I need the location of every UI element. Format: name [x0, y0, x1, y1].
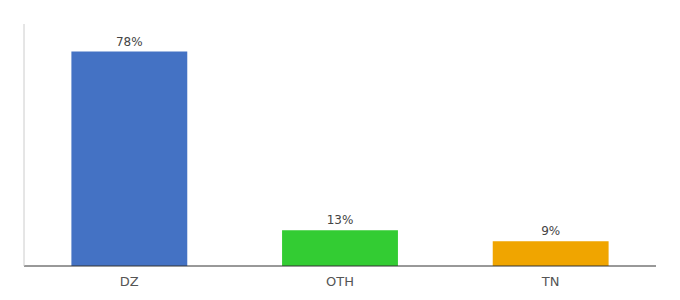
- data-label: 13%: [327, 213, 354, 227]
- x-tick-label: DZ: [120, 274, 139, 289]
- bar: [282, 230, 398, 266]
- bar: [493, 241, 609, 266]
- data-label: 9%: [541, 224, 560, 238]
- chart-container: 78% 13% 9% DZ OTH TN: [0, 0, 680, 300]
- bar: [71, 52, 187, 267]
- data-label: 78%: [116, 35, 143, 49]
- x-tick-label: TN: [541, 274, 560, 289]
- bars: [71, 52, 608, 267]
- x-axis: [24, 266, 656, 267]
- x-tick-label: OTH: [326, 274, 354, 289]
- y-axis: [24, 24, 25, 266]
- chart: 78% 13% 9% DZ OTH TN: [0, 0, 680, 300]
